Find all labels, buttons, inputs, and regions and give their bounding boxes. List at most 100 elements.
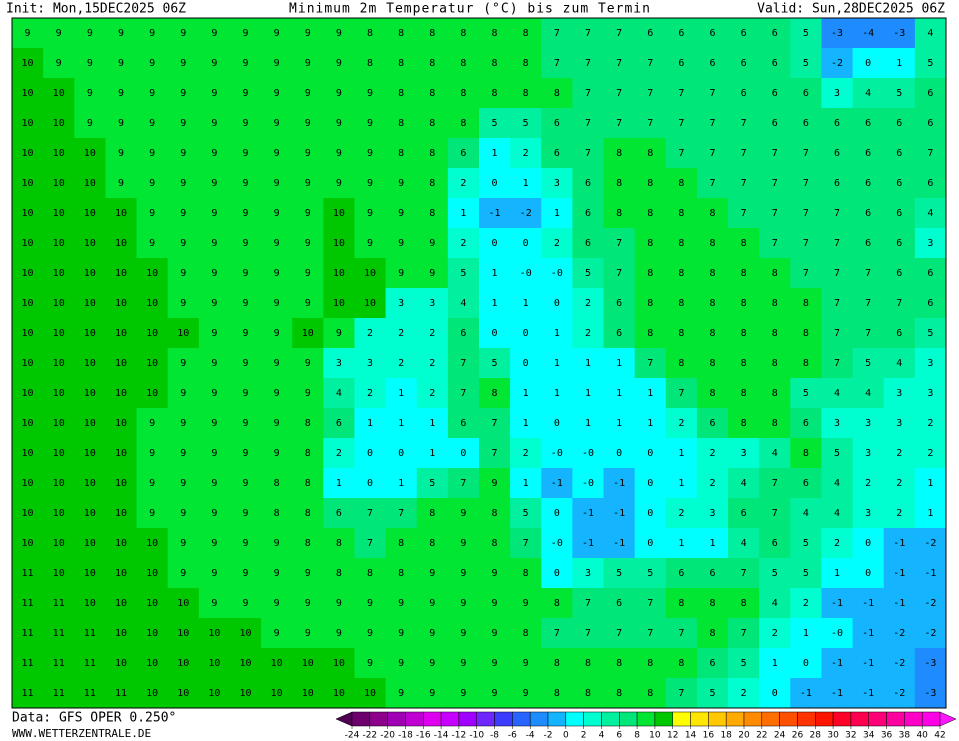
temperature-cell bbox=[603, 108, 636, 139]
temperature-cell bbox=[261, 48, 293, 79]
temperature-cell bbox=[167, 348, 200, 379]
temperature-cell bbox=[229, 318, 262, 349]
temperature-cell bbox=[105, 438, 138, 469]
temperature-value: 0 bbox=[616, 448, 622, 459]
temperature-cell bbox=[852, 108, 885, 139]
temperature-value: 9 bbox=[274, 568, 280, 579]
temperature-value: 9 bbox=[367, 238, 373, 249]
temperature-cell bbox=[167, 588, 200, 619]
temperature-value: 10 bbox=[22, 328, 34, 339]
temperature-cell bbox=[541, 588, 573, 619]
temperature-cell bbox=[198, 48, 231, 79]
temperature-value: 10 bbox=[115, 268, 127, 279]
temperature-cell bbox=[541, 318, 573, 349]
temperature-cell bbox=[603, 618, 636, 649]
temperature-value: 8 bbox=[678, 178, 684, 189]
temperature-value: 8 bbox=[554, 688, 560, 699]
temperature-cell bbox=[665, 138, 698, 169]
temperature-value: 9 bbox=[367, 628, 373, 639]
temperature-value: 8 bbox=[492, 28, 498, 39]
temperature-value: 10 bbox=[22, 508, 34, 519]
temperature-cell bbox=[759, 108, 791, 139]
temperature-value: 10 bbox=[22, 478, 34, 489]
temperature-cell bbox=[603, 18, 636, 49]
temperature-cell bbox=[43, 378, 75, 409]
temperature-cell bbox=[136, 408, 169, 439]
temperature-cell bbox=[105, 408, 138, 439]
temperature-value: 9 bbox=[87, 28, 93, 39]
temperature-cell bbox=[479, 648, 511, 679]
temperature-value: 5 bbox=[741, 658, 747, 669]
colorbar-label: 38 bbox=[899, 731, 911, 741]
colorbar-box bbox=[529, 711, 549, 727]
temperature-value: 9 bbox=[242, 208, 248, 219]
temperature-cell bbox=[198, 288, 231, 319]
temperature-value: 0 bbox=[554, 568, 560, 579]
temperature-cell bbox=[261, 648, 293, 679]
temperature-value: 9 bbox=[367, 148, 373, 159]
temperature-value: 10 bbox=[146, 358, 158, 369]
temperature-value: 0 bbox=[492, 178, 498, 189]
temperature-value: 4 bbox=[772, 448, 778, 459]
temperature-cell bbox=[261, 378, 293, 409]
temperature-value: 0 bbox=[647, 448, 653, 459]
colorbar-label: 24 bbox=[774, 731, 786, 741]
temperature-cell bbox=[759, 18, 791, 49]
temperature-cell bbox=[883, 18, 916, 49]
temperature-value: 8 bbox=[772, 298, 778, 309]
temperature-cell bbox=[821, 198, 854, 229]
temperature-cell bbox=[385, 678, 418, 709]
temperature-value: 10 bbox=[84, 178, 96, 189]
temperature-value: 9 bbox=[180, 418, 186, 429]
temperature-cell bbox=[665, 318, 698, 349]
temperature-value: 10 bbox=[115, 298, 127, 309]
temperature-cell bbox=[821, 558, 854, 589]
temperature-cell bbox=[323, 348, 355, 379]
temperature-value: 2 bbox=[709, 478, 715, 489]
map-frame bbox=[11, 17, 947, 709]
temperature-value: 10 bbox=[146, 268, 158, 279]
temperature-value: 7 bbox=[834, 208, 840, 219]
temperature-cell bbox=[821, 258, 854, 289]
temperature-cell bbox=[167, 198, 200, 229]
temperature-value: -2 bbox=[893, 688, 905, 699]
temperature-cell bbox=[105, 528, 138, 559]
colorbar-label: -16 bbox=[416, 731, 431, 741]
temperature-cell bbox=[603, 228, 636, 259]
temperature-value: 6 bbox=[554, 118, 560, 129]
temperature-value: 9 bbox=[242, 358, 248, 369]
temperature-cell bbox=[883, 618, 916, 649]
temperature-value: 4 bbox=[803, 508, 809, 519]
temperature-cell bbox=[198, 468, 231, 499]
temperature-cell bbox=[198, 318, 231, 349]
temperature-cell bbox=[759, 588, 791, 619]
temperature-value: 9 bbox=[211, 118, 217, 129]
temperature-cell bbox=[323, 438, 355, 469]
temperature-cell bbox=[541, 558, 573, 589]
temperature-cell bbox=[43, 318, 75, 349]
temperature-cell bbox=[105, 378, 138, 409]
temperature-cell bbox=[74, 348, 106, 379]
temperature-value: 8 bbox=[678, 658, 684, 669]
temperature-value: 9 bbox=[274, 268, 280, 279]
temperature-value: 6 bbox=[616, 328, 622, 339]
temperature-value: 1 bbox=[616, 358, 622, 369]
temperature-value: 6 bbox=[834, 148, 840, 159]
temperature-cell bbox=[759, 288, 791, 319]
temperature-value: 9 bbox=[180, 448, 186, 459]
temperature-cell bbox=[198, 408, 231, 439]
temperature-cell bbox=[354, 648, 387, 679]
temperature-value: 8 bbox=[709, 268, 715, 279]
temperature-cell bbox=[914, 78, 947, 109]
temperature-value: 11 bbox=[84, 658, 96, 669]
temperature-cell bbox=[510, 108, 542, 139]
temperature-value: 6 bbox=[772, 28, 778, 39]
temperature-value: 9 bbox=[305, 358, 311, 369]
temperature-cell bbox=[261, 288, 293, 319]
temperature-cell bbox=[603, 48, 636, 79]
temperature-value: 6 bbox=[709, 58, 715, 69]
temperature-cell bbox=[665, 648, 698, 679]
temperature-value: 3 bbox=[896, 388, 902, 399]
temperature-value: 8 bbox=[429, 538, 435, 549]
temperature-cell bbox=[385, 498, 418, 529]
